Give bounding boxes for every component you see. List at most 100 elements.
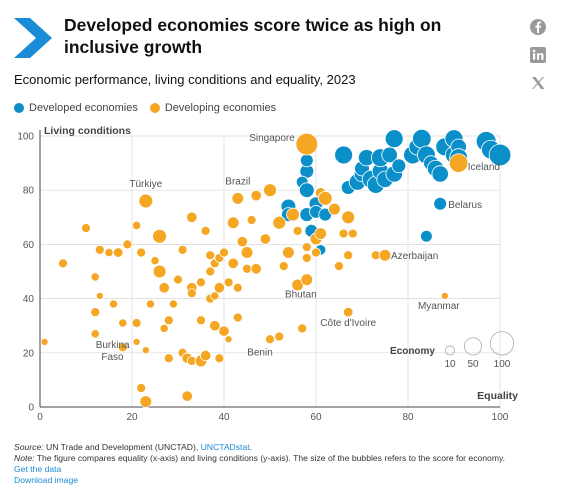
- legend-swatch-developed: [14, 103, 24, 113]
- data-point: [223, 277, 234, 288]
- size-legend-label: 10: [444, 359, 456, 370]
- y-tick-label: 100: [17, 132, 34, 143]
- linkedin-icon[interactable]: [529, 46, 547, 64]
- data-point: [381, 146, 398, 164]
- x-axis-label: Equality: [477, 390, 518, 402]
- data-point: [384, 129, 404, 149]
- data-point: [118, 318, 128, 328]
- x-tick-label: 0: [37, 412, 43, 423]
- data-point: [431, 165, 449, 183]
- y-tick-label: 0: [28, 403, 34, 414]
- footer: Source: UN Trade and Development (UNCTAD…: [14, 442, 554, 486]
- share-bar: [529, 18, 549, 102]
- size-legend-title: Economy: [390, 346, 435, 357]
- data-point: [226, 216, 240, 230]
- data-point: [158, 282, 170, 294]
- get-data-link[interactable]: Get the data: [14, 464, 62, 474]
- data-point: [139, 395, 153, 408]
- data-point: [213, 282, 226, 294]
- data-point: [347, 228, 358, 239]
- data-point: [150, 256, 160, 266]
- data-point: [338, 228, 349, 239]
- data-point: [117, 342, 128, 353]
- data-point: [145, 299, 155, 309]
- data-point: [90, 272, 100, 282]
- note-label: Note:: [14, 453, 35, 463]
- x-tick-label: 20: [126, 412, 138, 423]
- data-point: [136, 247, 147, 258]
- data-point: [341, 210, 356, 225]
- data-point: [242, 263, 252, 274]
- size-legend-label: 100: [494, 359, 511, 370]
- data-point: [136, 383, 147, 393]
- header: Developed economies score twice as high …: [14, 14, 494, 62]
- source-text: UN Trade and Development (UNCTAD),: [43, 442, 201, 452]
- legend: Developed economies Developing economies: [14, 102, 282, 114]
- annotation-label: Türkiye: [129, 179, 162, 190]
- x-tick-label: 80: [402, 412, 414, 423]
- data-point: [448, 153, 469, 173]
- data-point: [420, 229, 433, 243]
- x-tick-label: 60: [310, 412, 322, 423]
- x-icon[interactable]: [529, 74, 547, 92]
- annotation-label: Brazil: [225, 176, 250, 187]
- data-point: [301, 253, 312, 263]
- annotation-label: Burkina Faso: [96, 340, 130, 363]
- page-title: Developed economies score twice as high …: [64, 15, 442, 57]
- data-point: [181, 390, 193, 402]
- y-axis-label: Living conditions: [44, 125, 131, 137]
- data-point: [250, 189, 262, 202]
- annotation-label: Iceland: [468, 162, 500, 173]
- data-point: [205, 250, 216, 261]
- data-point: [152, 264, 167, 279]
- data-point: [90, 329, 100, 339]
- data-point: [173, 274, 183, 285]
- size-legend-circle: [445, 345, 455, 356]
- y-tick-label: 40: [23, 294, 35, 305]
- data-point: [259, 233, 272, 245]
- data-point: [232, 282, 243, 293]
- data-point: [342, 306, 354, 318]
- data-point: [334, 145, 353, 165]
- source-label: Source:: [14, 442, 44, 452]
- data-point: [131, 318, 142, 328]
- data-point: [240, 246, 254, 259]
- x-tick-label: 100: [492, 412, 509, 423]
- y-tick-label: 60: [23, 240, 35, 251]
- data-point: [246, 215, 257, 225]
- y-tick-label: 80: [23, 186, 35, 197]
- data-point: [81, 223, 91, 234]
- note-line: Note: The figure compares equality (x-ax…: [14, 453, 554, 464]
- data-point: [214, 353, 225, 364]
- annotation-label: Singapore: [249, 133, 295, 144]
- data-point: [152, 228, 167, 244]
- annotation-label: Benin: [247, 347, 273, 358]
- data-point: [412, 128, 432, 149]
- data-point: [433, 196, 448, 211]
- facebook-icon[interactable]: [529, 18, 547, 36]
- source-line: Source: UN Trade and Development (UNCTAD…: [14, 442, 554, 453]
- data-point: [104, 247, 114, 258]
- data-point: [250, 263, 262, 275]
- data-point: [328, 202, 341, 216]
- legend-item-developed[interactable]: Developed economies: [14, 102, 138, 114]
- data-point: [291, 278, 304, 292]
- data-point: [295, 132, 319, 156]
- data-point: [391, 158, 407, 174]
- data-point: [227, 257, 239, 270]
- chart-area: 0 20 40 60 80 100 0 20 40 60 80 100 Living condition…: [0, 118, 563, 436]
- data-point: [265, 334, 275, 345]
- data-point: [141, 346, 150, 355]
- data-point: [109, 299, 119, 309]
- download-image-link[interactable]: Download image: [14, 475, 79, 485]
- chart-subtitle: Economic performance, living conditions …: [14, 72, 356, 87]
- source-link[interactable]: UNCTADstat: [200, 442, 250, 452]
- legend-item-developing[interactable]: Developing economies: [149, 102, 276, 114]
- data-point: [317, 190, 333, 206]
- data-point: [300, 273, 314, 286]
- data-point: [205, 266, 216, 277]
- data-point: [209, 320, 221, 332]
- x-tick-label: 40: [218, 412, 230, 423]
- data-point: [159, 323, 169, 333]
- data-point: [199, 349, 212, 362]
